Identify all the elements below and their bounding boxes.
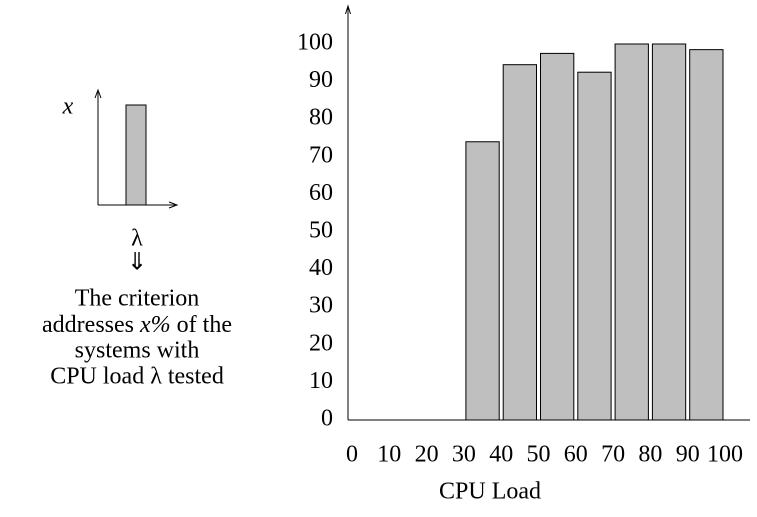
y-tick-label: 30 — [309, 293, 333, 319]
inset-bar — [125, 104, 147, 206]
bar — [465, 141, 500, 421]
caption-part: addresses — [42, 312, 140, 338]
bar — [689, 49, 724, 421]
bar — [502, 64, 538, 421]
caption: The criterion — [75, 286, 200, 312]
inset-arrow-text: ⇓ — [127, 250, 147, 276]
caption-part: x% — [139, 312, 171, 338]
caption: addresses x% of the — [42, 312, 232, 338]
y-tick-label: 90 — [309, 67, 333, 93]
x-axis-label: CPU Load — [439, 479, 541, 505]
x-tick-label: 50 — [527, 442, 551, 468]
x-tick-label: 100 — [707, 442, 743, 468]
inset-arrow — [168, 201, 179, 209]
inset-symbol: λ — [131, 226, 143, 252]
y-axis-arrow — [345, 4, 351, 15]
x-tick-label: 70 — [601, 442, 625, 468]
bar — [577, 71, 612, 421]
x-tick-label: 90 — [676, 442, 700, 468]
inset — [94, 88, 179, 209]
caption: CPU load λ tested — [50, 364, 224, 390]
x-tick-label: 20 — [415, 442, 439, 468]
x-tick-label: 60 — [564, 442, 588, 468]
x-tick-label: 40 — [489, 442, 513, 468]
y-tick-label: 60 — [309, 180, 333, 206]
bar — [651, 43, 687, 421]
x-tick-label: 0 — [346, 442, 358, 468]
y-tick-label: 80 — [309, 105, 333, 131]
caption-part: of the — [171, 312, 232, 338]
y-tick-label: 70 — [309, 142, 333, 168]
y-tick-label: 20 — [309, 330, 333, 356]
y-tick-label: 100 — [297, 30, 333, 56]
inset-arrow — [94, 88, 102, 99]
x-tick-label: 30 — [452, 442, 476, 468]
inset-axis-label: x — [62, 94, 74, 120]
x-tick-label: 80 — [638, 442, 662, 468]
y-tick-label: 40 — [309, 255, 333, 281]
x-tick-label: 10 — [377, 442, 401, 468]
bar — [614, 43, 649, 421]
caption: systems with — [75, 338, 200, 364]
y-tick-label: 10 — [309, 368, 333, 394]
y-tick-label: 50 — [309, 218, 333, 244]
y-tick-label: 0 — [321, 406, 333, 432]
bar — [540, 52, 575, 421]
